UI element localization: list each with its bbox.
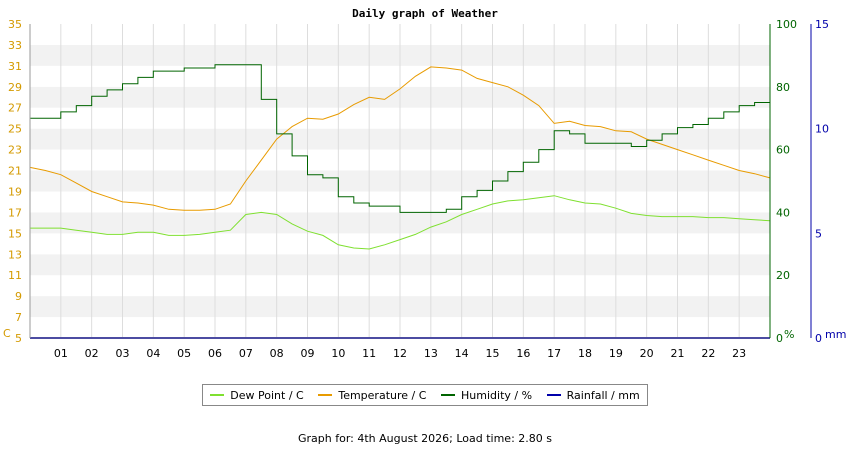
chart-legend: Dew Point / C Temperature / C Humidity / %… [202,384,648,406]
x-tick-label: 03 [116,347,130,360]
y-tick-label-rainfall: 5 [815,227,822,240]
y-tick-label-temperature: 25 [8,123,22,136]
y-tick-label-temperature: 13 [8,248,22,261]
x-tick-label: 20 [640,347,654,360]
y-tick-label-rainfall: 0 [815,332,822,345]
y-tick-label-temperature: 19 [8,185,22,198]
x-tick-label: 19 [609,347,623,360]
y-unit-label-temperature: C [3,327,11,340]
y-tick-label-humidity: 60 [776,144,790,157]
legend-label: Dew Point / C [230,388,304,402]
y-tick-label-temperature: 9 [15,290,22,303]
x-tick-label: 07 [239,347,253,360]
legend-item: Rainfall / mm [546,388,640,402]
x-tick-label: 05 [177,347,191,360]
gridlines [60,24,740,338]
x-tick-label: 15 [486,347,500,360]
y-tick-label-temperature: 35 [8,18,22,31]
x-tick-label: 12 [393,347,407,360]
x-tick-label: 10 [331,347,345,360]
x-tick-label: 22 [701,347,715,360]
legend-item: Temperature / C [318,389,426,402]
legend-label: Temperature / C [338,388,427,402]
y-tick-label-rainfall: 15 [815,18,829,31]
x-tick-label: 06 [208,347,222,360]
x-tick-label: 08 [270,347,284,360]
y-tick-label-humidity: 80 [776,81,790,94]
y-tick-label-temperature: 27 [8,102,22,115]
legend-item: Humidity / % [441,389,532,402]
y-tick-label-humidity: 100 [776,18,797,31]
series-line-dew-point-c [30,195,771,250]
y-tick-label-temperature: 23 [8,144,22,157]
series-line-humidity [30,64,771,213]
legend-swatch [318,394,333,396]
y-tick-label-temperature: 21 [8,165,22,178]
x-tick-label: 17 [547,347,561,360]
y-tick-label-temperature: 17 [8,206,22,219]
x-tick-label: 21 [671,347,685,360]
y-tick-label-humidity: 40 [776,206,790,219]
y-unit-label-rainfall: mm [825,328,846,341]
series-line-temperature-c [29,66,771,211]
x-tick-label: 02 [85,347,99,360]
y-tick-label-humidity: 20 [776,269,790,282]
legend-swatch [546,394,561,396]
legend-swatch [210,394,225,396]
y-tick-label-temperature: 15 [8,227,22,240]
x-tick-label: 18 [578,347,592,360]
y-tick-label-rainfall: 10 [815,123,829,136]
y-tick-label-temperature: 5 [15,332,22,345]
y-tick-label-temperature: 31 [8,60,22,73]
graph-footer: Graph for: 4th August 2026; Load time: 2… [298,432,552,445]
x-tick-label: 04 [146,347,160,360]
chart-title: Daily graph of Weather [352,7,498,20]
y-tick-label-humidity: 0 [776,332,783,345]
x-tick-label: 01 [54,347,68,360]
legend-swatch [441,394,456,396]
x-tick-label: 11 [362,347,376,360]
y-tick-label-temperature: 33 [8,39,22,52]
y-tick-label-temperature: 11 [8,269,22,282]
x-tick-label: 13 [424,347,438,360]
x-tick-label: 23 [732,347,746,360]
y-unit-label-humidity: % [784,328,794,341]
legend-label: Rainfall / mm [566,388,640,402]
x-tick-label: 14 [455,347,469,360]
y-tick-label-temperature: 29 [8,81,22,94]
y-tick-label-temperature: 7 [15,311,22,324]
legend-item: Dew Point / C [210,388,304,402]
x-tick-label: 16 [516,347,530,360]
legend-label: Humidity / % [461,388,533,402]
x-tick-label: 09 [301,347,315,360]
axes [29,24,812,339]
